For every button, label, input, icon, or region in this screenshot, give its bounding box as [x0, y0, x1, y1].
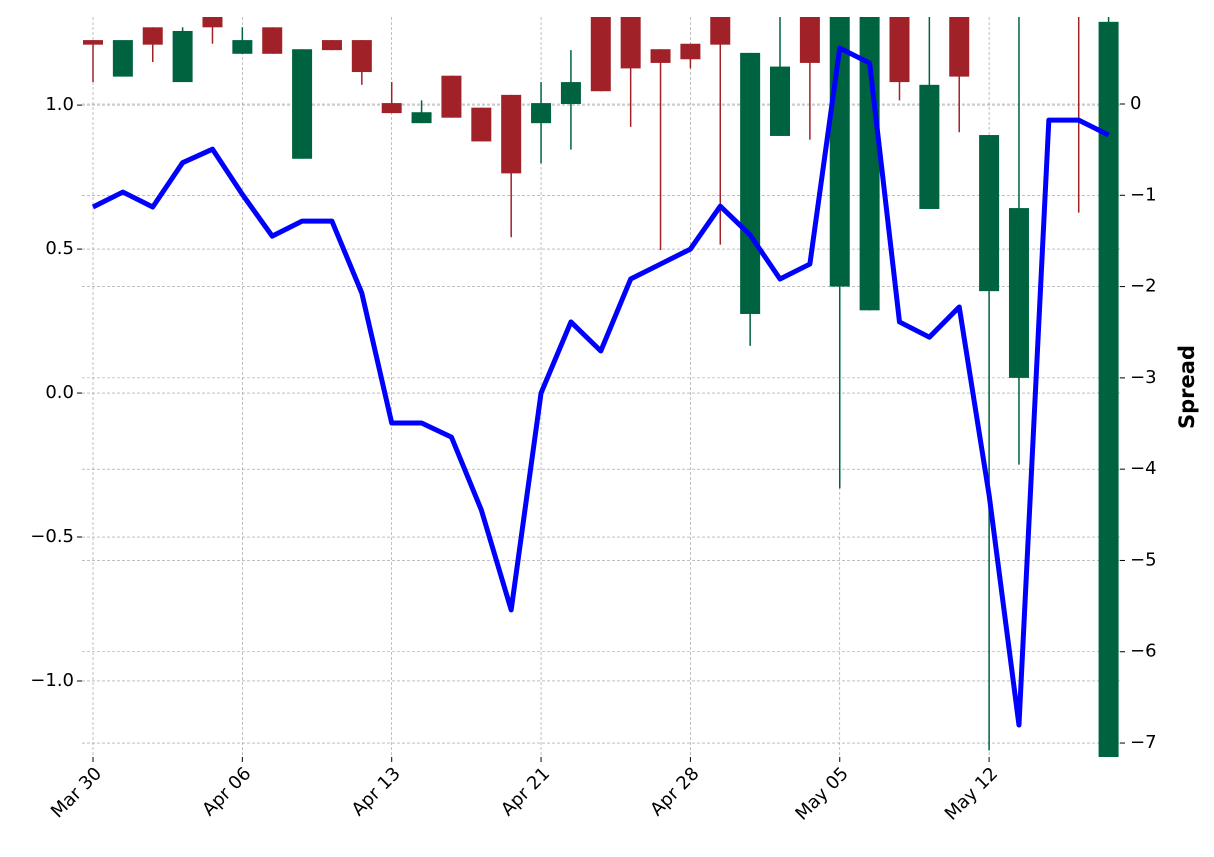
candle-body: [560, 82, 581, 104]
x-tick-label: May 12: [941, 763, 1002, 824]
candle-body: [262, 27, 283, 54]
candle-body: [650, 49, 671, 63]
candle-body: [202, 17, 223, 28]
candle-body: [979, 135, 1000, 292]
y-tick-label: 1.0: [45, 94, 74, 115]
candle-body: [531, 103, 552, 124]
candle-body: [620, 17, 641, 69]
y-tick-label: −1.0: [30, 670, 74, 691]
candle-body: [232, 40, 253, 54]
candle-body: [740, 52, 761, 314]
candle-body: [1069, 0, 1089, 16]
candle-body: [1098, 21, 1119, 757]
x-tick-label: Apr 21: [497, 763, 554, 820]
candle-body: [590, 17, 611, 92]
candle-body: [351, 40, 372, 73]
grid: [82, 17, 1120, 757]
candle-body: [889, 17, 910, 83]
candle-body: [919, 84, 940, 209]
candle-body: [799, 17, 820, 63]
x-tick-label: Apr 28: [646, 763, 703, 820]
candle-body: [83, 40, 103, 45]
y2-tick-label: −1: [1130, 184, 1157, 205]
candle-body: [710, 17, 731, 45]
y2-tick-label: −7: [1130, 732, 1157, 753]
candle-body: [1039, 0, 1059, 16]
candle-body: [142, 27, 163, 45]
y-tick-label: −0.5: [30, 526, 74, 547]
plot-area: [83, 0, 1119, 757]
y2-tick-label: −5: [1130, 549, 1157, 570]
y-tick-label: 0.5: [45, 238, 74, 259]
x-tick-label: Mar 30: [47, 763, 106, 822]
candle-body: [770, 66, 791, 136]
candle-body: [321, 40, 342, 51]
y-tick-label: 0.0: [45, 382, 74, 403]
candle-body: [112, 40, 133, 77]
candle-body: [411, 112, 432, 124]
candle-body: [949, 17, 970, 77]
candle-body: [172, 30, 193, 83]
candle-body: [471, 107, 492, 142]
y2-axis-label: Spread: [1175, 345, 1199, 429]
y2-tick-label: −6: [1130, 641, 1157, 662]
candle-body: [680, 43, 701, 60]
candle-body: [292, 49, 313, 159]
x-tick-label: May 05: [791, 763, 852, 824]
line: [91, 45, 1110, 728]
candle-body: [441, 75, 462, 118]
y2-tick-label: −4: [1130, 458, 1157, 479]
y2-tick-label: 0: [1130, 93, 1141, 114]
y2-tick-label: −2: [1130, 276, 1157, 297]
candle-body: [381, 103, 402, 114]
x-tick-label: Apr 13: [348, 763, 405, 820]
x-tick-label: Apr 06: [198, 763, 255, 820]
y2-tick-label: −3: [1130, 367, 1157, 388]
candle-body: [1008, 208, 1029, 378]
candle-body: [501, 94, 522, 174]
